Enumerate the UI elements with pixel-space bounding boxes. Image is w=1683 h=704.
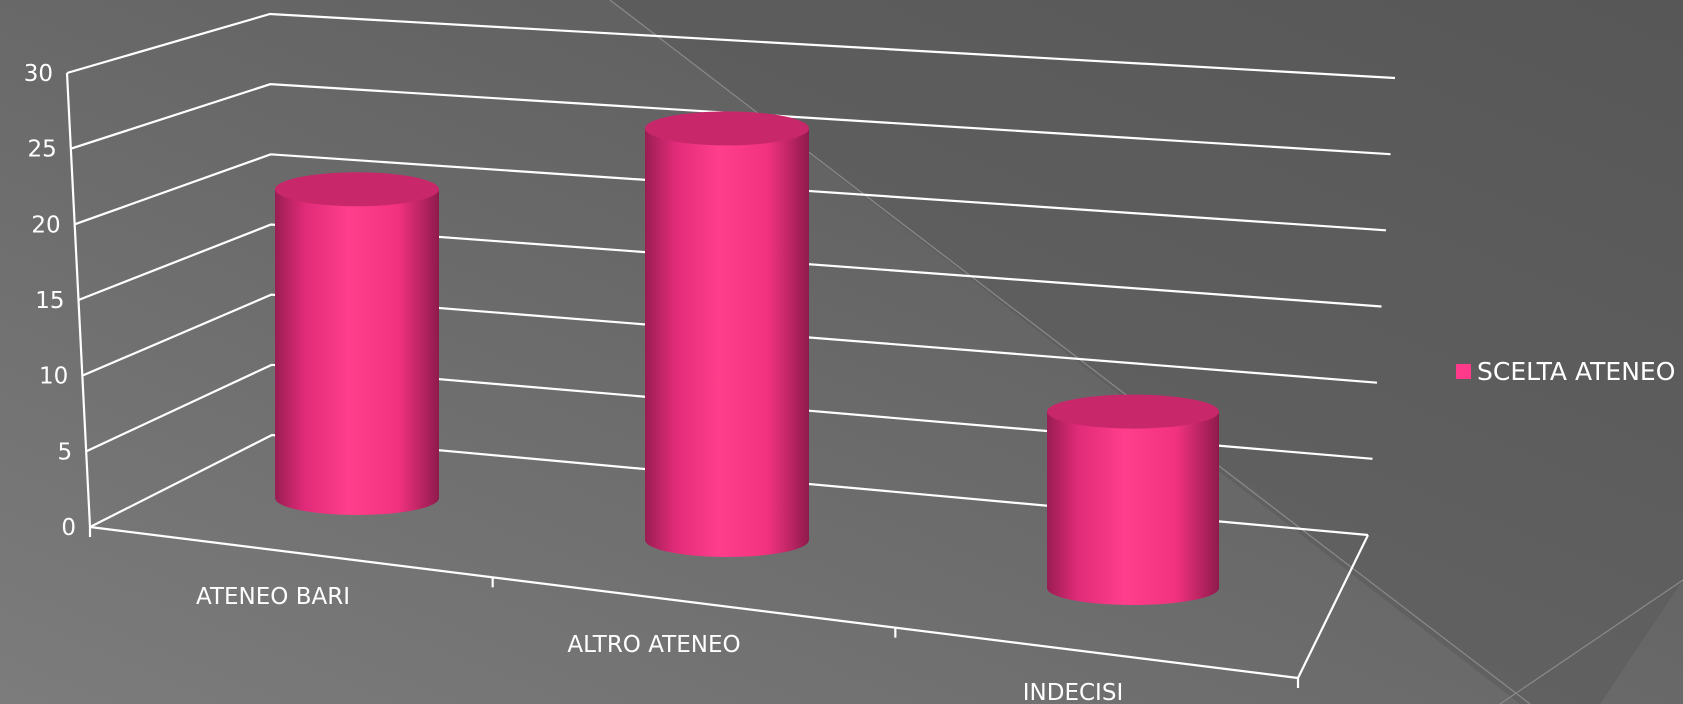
x-tick-label: INDECISI [1023,680,1123,704]
gridline [66,12,1396,80]
gridline [81,293,1378,384]
y-tick-label: 0 [61,515,76,541]
y-tick-label: 30 [24,61,53,87]
bar-body [275,189,439,515]
y-tick-label: 20 [31,212,60,238]
gridline [74,153,1387,232]
floor-front-edge [89,525,1299,680]
bar-top [275,172,439,207]
y-tick-label: 25 [28,137,57,163]
legend: SCELTA ATENEO [1456,357,1675,386]
background-diagonal-2 [1499,579,1683,704]
y-axis-line [65,72,92,528]
x-axis-ticks: ATENEO BARI ALTRO ATENEO INDECISI [196,584,1123,704]
gridline [78,223,1382,308]
floor-back-edge [89,433,1369,537]
bar-top [645,111,809,146]
chart-floor [88,525,1369,688]
background-shade [610,0,1683,704]
bars [275,111,1219,605]
bar [645,111,809,557]
legend-label: SCELTA ATENEO [1477,357,1675,386]
legend-swatch [1456,364,1471,379]
x-tick-label: ATENEO BARI [196,584,350,610]
x-tick-label: ALTRO ATENEO [567,632,740,658]
bar-body [645,128,809,557]
y-axis-ticks: 0 5 10 15 20 25 30 [24,61,76,541]
bar [275,172,439,515]
y-tick-label: 5 [58,439,73,465]
y-tick-label: 15 [35,288,64,314]
bar-body [1047,411,1219,605]
gridline [70,83,1391,156]
bar-top [1047,394,1219,429]
y-tick-label: 10 [39,364,68,390]
bar [1047,394,1219,605]
floor-right-edge [1297,534,1369,679]
gridlines [65,12,1396,537]
gridline [85,363,1373,460]
